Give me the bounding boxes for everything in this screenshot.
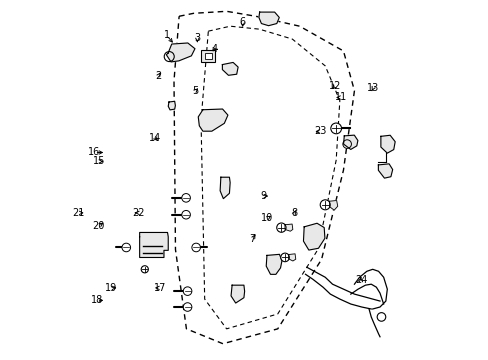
Text: 2: 2 [155,71,161,81]
Polygon shape [220,177,230,199]
Polygon shape [166,43,195,62]
Text: 23: 23 [314,126,326,136]
Text: 5: 5 [192,86,198,96]
Circle shape [280,253,289,262]
Polygon shape [288,254,295,261]
Bar [201,50,215,62]
Polygon shape [343,135,357,149]
Circle shape [320,200,329,210]
Text: 14: 14 [149,133,161,143]
Circle shape [182,194,190,202]
Polygon shape [258,12,279,26]
Text: 6: 6 [239,17,245,27]
Polygon shape [230,285,244,303]
Polygon shape [285,224,292,231]
Text: 8: 8 [291,208,297,218]
Circle shape [330,123,341,134]
Circle shape [183,287,191,296]
Circle shape [122,243,130,252]
Text: 10: 10 [261,213,273,223]
Bar [204,53,211,59]
Text: 15: 15 [93,157,105,166]
Text: 19: 19 [104,283,117,293]
Text: 7: 7 [249,234,255,244]
Circle shape [276,223,285,232]
Polygon shape [265,255,282,274]
Text: 9: 9 [260,191,266,201]
Text: 22: 22 [132,208,144,218]
Polygon shape [222,62,238,75]
Text: 4: 4 [211,44,217,54]
Text: 16: 16 [88,148,101,157]
Polygon shape [168,101,175,110]
Polygon shape [140,233,168,257]
Text: 17: 17 [154,283,166,293]
Text: 11: 11 [334,93,346,103]
Text: 3: 3 [194,33,200,43]
Text: 24: 24 [354,275,366,285]
Polygon shape [303,223,324,250]
Text: 13: 13 [366,83,379,93]
Polygon shape [329,201,337,210]
Text: 20: 20 [92,221,104,231]
Circle shape [182,211,190,219]
Text: 18: 18 [90,296,102,305]
Polygon shape [378,164,392,178]
Circle shape [183,303,191,311]
Text: 1: 1 [163,30,169,40]
Polygon shape [380,135,394,153]
Text: 21: 21 [72,208,85,218]
Circle shape [141,266,148,273]
Polygon shape [198,109,227,131]
Circle shape [191,243,200,252]
Text: 12: 12 [329,81,341,91]
